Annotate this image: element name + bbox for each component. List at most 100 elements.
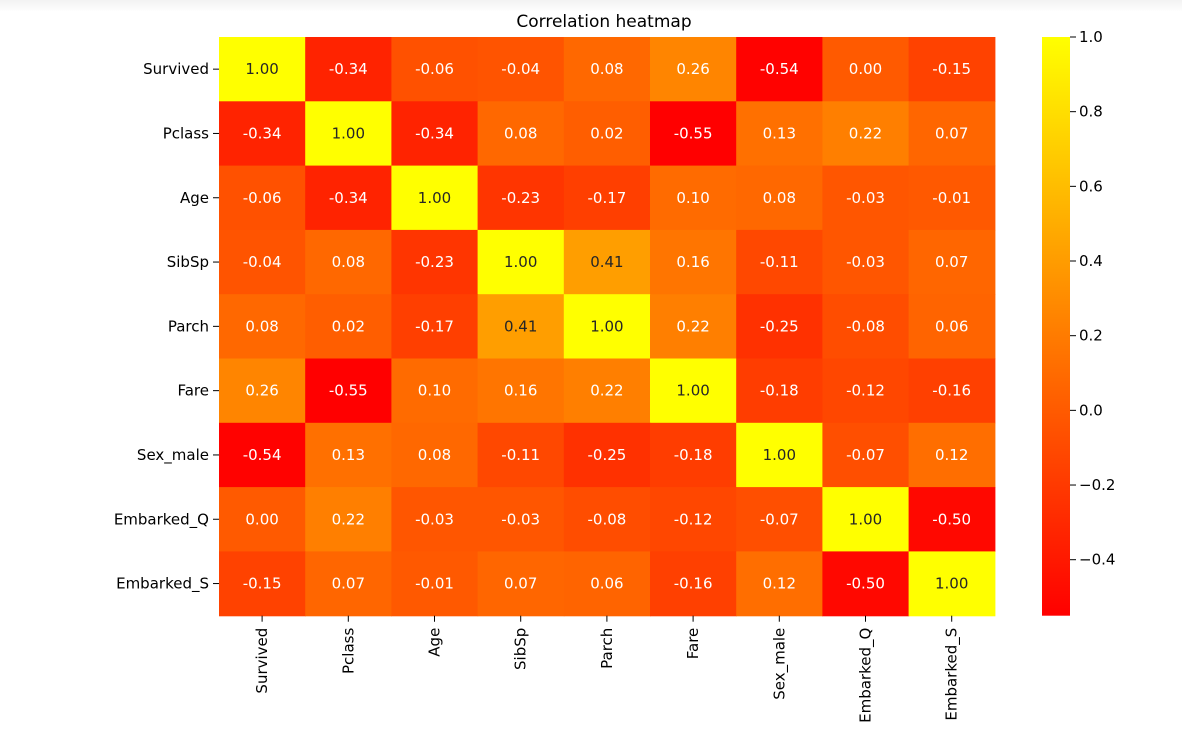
cell-value-label: 0.10 bbox=[676, 189, 709, 207]
cell-value-label: 0.08 bbox=[245, 317, 278, 335]
heatmap-cell bbox=[219, 358, 306, 424]
heatmap-cell bbox=[822, 358, 910, 424]
heatmap-cell bbox=[822, 551, 910, 617]
cell-value-label: 1.00 bbox=[763, 446, 796, 464]
heatmap-cell bbox=[391, 165, 479, 231]
cell-value-label: -0.16 bbox=[674, 575, 713, 593]
heatmap-cell bbox=[908, 101, 996, 167]
column-label: Parch bbox=[598, 628, 616, 669]
heatmap-cell bbox=[477, 294, 565, 360]
heatmap-cell bbox=[477, 165, 565, 231]
cell-value-label: 0.08 bbox=[418, 446, 451, 464]
cell-value-label: 0.07 bbox=[935, 253, 968, 271]
cell-value-label: -0.03 bbox=[846, 189, 885, 207]
heatmap-cell bbox=[219, 101, 306, 167]
cell-value-label: 1.00 bbox=[676, 382, 709, 400]
colorbar-gradient bbox=[1042, 37, 1070, 616]
column-label: Embarked_S bbox=[943, 628, 962, 721]
cell-value-label: -0.04 bbox=[501, 60, 540, 78]
cell-value-label: 0.02 bbox=[590, 124, 623, 142]
heatmap-cell bbox=[736, 551, 823, 617]
cell-value-label: -0.15 bbox=[932, 60, 971, 78]
row-label: Age bbox=[180, 189, 209, 207]
cell-value-label: 1.00 bbox=[935, 575, 968, 593]
row-label: Pclass bbox=[163, 124, 209, 142]
colorbar-tick-label: 0.8 bbox=[1079, 103, 1103, 121]
column-labels: Survived Pclass Age SibSp Parch Fare Sex_male E… bbox=[253, 615, 962, 723]
cell-value-label: -0.34 bbox=[329, 60, 368, 78]
heatmap-cell bbox=[219, 37, 306, 102]
cell-value-label: -0.23 bbox=[501, 189, 540, 207]
cell-value-label: -0.17 bbox=[415, 317, 454, 335]
heatmap-cell bbox=[563, 165, 651, 231]
heatmap-cell bbox=[477, 487, 565, 552]
row-labels: Survived Pclass Age SibSp Parch Fare Sex_male E… bbox=[114, 60, 219, 594]
heatmap-cell bbox=[305, 37, 392, 102]
heatmap-cell bbox=[219, 294, 306, 360]
heatmap-cell bbox=[563, 487, 651, 552]
row-label: Survived bbox=[143, 60, 209, 78]
cell-value-label: 0.41 bbox=[590, 253, 623, 271]
cell-value-label: -0.16 bbox=[932, 382, 971, 400]
cell-value-label: -0.50 bbox=[846, 575, 885, 593]
cell-value-label: 0.13 bbox=[332, 446, 365, 464]
cell-value-label: -0.03 bbox=[501, 510, 540, 528]
cell-value-label: 0.10 bbox=[418, 382, 451, 400]
column-label: Fare bbox=[684, 628, 702, 660]
cell-value-label: 0.00 bbox=[849, 60, 882, 78]
row-label: Parch bbox=[168, 317, 209, 335]
cell-value-label: -0.34 bbox=[329, 189, 368, 207]
row-label: SibSp bbox=[167, 253, 209, 271]
cell-value-label: -0.07 bbox=[846, 446, 885, 464]
heatmap-cell bbox=[650, 551, 737, 617]
cell-value-label: -0.55 bbox=[329, 382, 368, 400]
cell-value-label: -0.17 bbox=[587, 189, 626, 207]
heatmap-cell bbox=[736, 37, 823, 102]
cell-value-label: -0.34 bbox=[415, 124, 454, 142]
cell-value-label: -0.15 bbox=[243, 575, 282, 593]
cell-value-label: -0.25 bbox=[587, 446, 626, 464]
column-label: Age bbox=[426, 628, 444, 657]
heatmap-cell bbox=[908, 487, 996, 552]
heatmap-cell bbox=[650, 101, 737, 167]
heatmap-cells: 1.00 -0.34 -0.06 -0.04 0.08 0.26 -0.54 0.00 -0.1… bbox=[219, 37, 996, 617]
heatmap-cell bbox=[219, 551, 306, 617]
heatmap-cell bbox=[736, 487, 823, 552]
heatmap-cell bbox=[219, 422, 306, 488]
heatmap-cell bbox=[650, 37, 737, 102]
heatmap-cell bbox=[391, 294, 479, 360]
cell-value-label: -0.50 bbox=[932, 510, 971, 528]
heatmap-cell bbox=[563, 294, 651, 360]
heatmap-cell bbox=[908, 358, 996, 424]
cell-value-label: 1.00 bbox=[590, 317, 623, 335]
cell-value-label: -0.11 bbox=[760, 253, 799, 271]
heatmap-cell bbox=[563, 229, 651, 295]
cell-value-label: 0.41 bbox=[504, 317, 537, 335]
cell-value-label: -0.03 bbox=[415, 510, 454, 528]
heatmap-cell bbox=[822, 487, 910, 552]
heatmap-cell bbox=[477, 37, 565, 102]
cell-value-label: -0.12 bbox=[674, 510, 713, 528]
cell-value-label: 0.26 bbox=[676, 60, 709, 78]
cell-value-label: 0.07 bbox=[935, 124, 968, 142]
heatmap-cell bbox=[563, 37, 651, 102]
cell-value-label: 0.13 bbox=[763, 124, 796, 142]
column-label: SibSp bbox=[512, 628, 530, 670]
heatmap-cell bbox=[305, 358, 392, 424]
heatmap-cell bbox=[391, 37, 479, 102]
heatmap-cell bbox=[477, 101, 565, 167]
colorbar-tick-label: 1.0 bbox=[1079, 28, 1103, 46]
heatmap-cell bbox=[305, 229, 392, 295]
cell-value-label: 0.02 bbox=[332, 317, 365, 335]
cell-value-label: -0.25 bbox=[760, 317, 799, 335]
colorbar-tick-label: −0.4 bbox=[1079, 551, 1115, 569]
heatmap-cell bbox=[736, 358, 823, 424]
cell-value-label: 0.16 bbox=[504, 382, 537, 400]
cell-value-label: -0.01 bbox=[932, 189, 971, 207]
colorbar: 1.0 0.8 0.6 0.4 0.2 0.0 −0.2 −0.4 bbox=[1042, 28, 1115, 616]
cell-value-label: 0.06 bbox=[590, 575, 623, 593]
cell-value-label: 0.08 bbox=[590, 60, 623, 78]
cell-value-label: -0.18 bbox=[760, 382, 799, 400]
cell-value-label: 0.06 bbox=[935, 317, 968, 335]
cell-value-label: 0.12 bbox=[935, 446, 968, 464]
